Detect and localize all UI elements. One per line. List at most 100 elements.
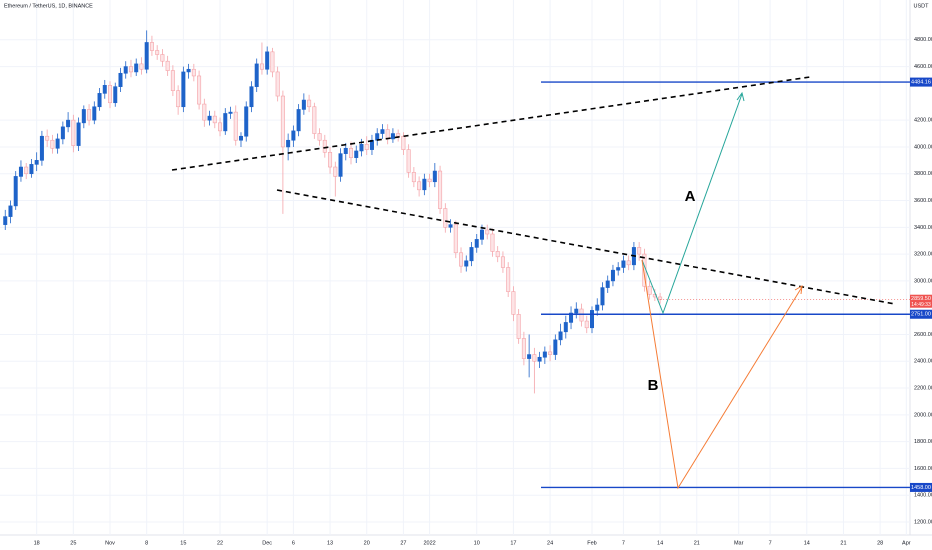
- candle-body: [322, 139, 327, 153]
- candle-body: [270, 51, 275, 73]
- y-tick-label: 1600.00: [914, 466, 932, 472]
- candle-body: [134, 63, 139, 73]
- y-tick-label: 4200.00: [914, 118, 932, 124]
- candles: [3, 30, 663, 394]
- candle-body: [537, 356, 542, 362]
- candle-body: [610, 269, 615, 282]
- candle-body: [212, 115, 217, 124]
- x-tick-label: 2022: [423, 540, 435, 546]
- candle-body: [417, 181, 422, 191]
- candle-body: [485, 229, 490, 235]
- candle-body: [207, 115, 212, 121]
- last-price-box: [910, 294, 932, 308]
- candle-body: [453, 224, 458, 254]
- candle-body: [532, 354, 537, 362]
- candle-body: [144, 42, 149, 70]
- candle-body: [244, 106, 249, 137]
- candle-body: [160, 54, 165, 62]
- candle-body: [202, 103, 207, 121]
- candle-body: [411, 172, 416, 183]
- candle-body: [553, 339, 558, 355]
- x-tick-label: Apr: [902, 540, 911, 546]
- candle-body: [228, 111, 233, 114]
- candle-body: [312, 106, 317, 134]
- candle-body: [343, 147, 348, 154]
- candle-body: [87, 109, 92, 121]
- arrow-b: [641, 259, 803, 490]
- x-tick-label: 22: [217, 540, 223, 546]
- candle-body: [647, 285, 652, 295]
- candle-body: [579, 308, 584, 322]
- candle-body: [317, 133, 322, 141]
- candle-body: [469, 247, 474, 262]
- candle-body: [8, 205, 13, 217]
- x-tick-label: 25: [70, 540, 76, 546]
- candle-body: [254, 63, 259, 87]
- level-label: 1458.00: [911, 485, 931, 491]
- last-price-label: 2859.50: [911, 296, 931, 302]
- arrow-b-head: [794, 285, 803, 295]
- x-tick-label: 15: [180, 540, 186, 546]
- candle-body: [275, 71, 280, 97]
- candle-body: [658, 296, 663, 301]
- y-tick-label: 2400.00: [914, 359, 932, 365]
- candle-body: [569, 312, 574, 323]
- annotation-a: A: [685, 188, 696, 205]
- candle-body: [328, 152, 333, 168]
- candle-body: [595, 304, 600, 311]
- arrow-a-head: [736, 91, 745, 102]
- candle-body: [223, 113, 228, 132]
- candle-body: [191, 68, 196, 77]
- candle-body: [76, 122, 81, 146]
- y-tick-label: 3600.00: [914, 198, 932, 204]
- grid: [0, 0, 910, 535]
- candle-body: [338, 153, 343, 177]
- countdown: 14:49:33: [911, 302, 931, 308]
- candle-body: [527, 354, 532, 359]
- candle-body: [380, 129, 385, 134]
- y-tick-label: 1800.00: [914, 439, 932, 445]
- x-tick-label: 18: [34, 540, 40, 546]
- candle-body: [233, 111, 238, 141]
- x-tick-label: 21: [694, 540, 700, 546]
- candle-body: [349, 147, 354, 158]
- candle-body: [291, 130, 296, 141]
- candle-body: [542, 351, 547, 358]
- candle-body: [364, 143, 369, 150]
- currency: USDT: [914, 3, 930, 9]
- candle-body: [626, 260, 631, 266]
- candle-body: [490, 233, 495, 252]
- candle-body: [108, 85, 113, 104]
- y-tick-label: 3200.00: [914, 252, 932, 258]
- x-tick-label: 8: [145, 540, 148, 546]
- candle-body: [495, 251, 500, 258]
- candle-body: [584, 320, 589, 329]
- candle-body: [506, 267, 511, 292]
- x-tick-label: 17: [510, 540, 516, 546]
- x-tick-label: 14: [657, 540, 663, 546]
- x-tick-label: 24: [547, 540, 553, 546]
- level-label-box: [910, 482, 932, 492]
- candle-body: [128, 66, 133, 73]
- y-tick-label: 3800.00: [914, 171, 932, 177]
- x-tick-label: 7: [622, 540, 625, 546]
- candle-body: [574, 308, 579, 314]
- y-tick-label: 4600.00: [914, 64, 932, 70]
- y-tick-label: 2000.00: [914, 412, 932, 418]
- candle-body: [548, 351, 553, 355]
- candle-body: [3, 216, 8, 225]
- candle-body: [149, 42, 154, 51]
- candle-body: [396, 133, 401, 137]
- candle-body: [474, 239, 479, 248]
- candle-body: [558, 331, 563, 341]
- level-label: 4484.16: [911, 80, 931, 86]
- candle-body: [118, 72, 123, 87]
- candle-body: [113, 86, 118, 104]
- candle-body: [92, 106, 97, 121]
- candle-body: [280, 95, 285, 148]
- candle-body: [66, 119, 71, 128]
- x-tick-label: 10: [474, 540, 480, 546]
- lower-trendline: [276, 189, 896, 305]
